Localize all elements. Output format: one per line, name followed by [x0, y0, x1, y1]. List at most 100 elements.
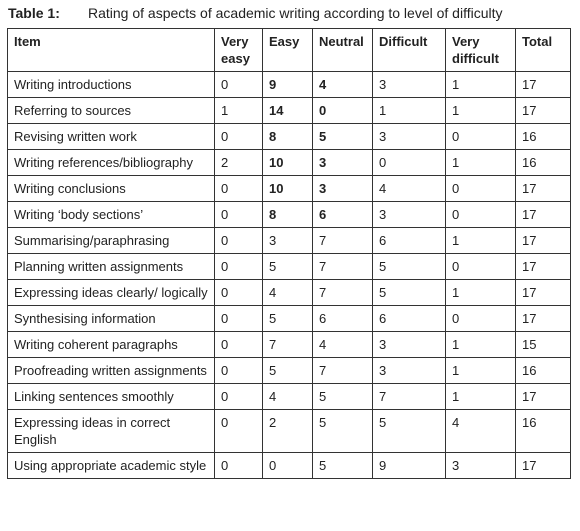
count-cell: 0 [214, 357, 263, 384]
count-cell: 6 [312, 201, 373, 228]
count-cell: 0 [214, 279, 263, 306]
count-cell: 4 [372, 175, 446, 202]
count-cell: 7 [262, 331, 313, 358]
count-cell: 3 [372, 123, 446, 150]
count-cell: 3 [372, 71, 446, 98]
table-row: Proofreading written assignments 0 5 7 3 1 16 [7, 357, 571, 384]
count-cell: 5 [312, 409, 373, 453]
count-cell: 5 [372, 253, 446, 280]
count-cell: 17 [515, 201, 571, 228]
count-cell: 0 [445, 175, 516, 202]
count-cell: 3 [445, 452, 516, 479]
count-cell: 17 [515, 253, 571, 280]
item-cell: Writing conclusions [7, 175, 215, 202]
count-cell: 1 [214, 97, 263, 124]
header-cell: Easy [262, 28, 313, 72]
count-cell: 17 [515, 305, 571, 332]
count-cell: 5 [262, 305, 313, 332]
count-cell: 0 [214, 123, 263, 150]
item-cell: Writing introductions [7, 71, 215, 98]
count-cell: 15 [515, 331, 571, 358]
count-cell: 0 [445, 253, 516, 280]
item-cell: Expressing ideas in correct English [7, 409, 215, 453]
count-cell: 5 [312, 383, 373, 410]
count-cell: 17 [515, 97, 571, 124]
item-cell: Writing ‘body sections’ [7, 201, 215, 228]
count-cell: 0 [372, 149, 446, 176]
count-cell: 1 [445, 97, 516, 124]
count-cell: 3 [372, 201, 446, 228]
item-cell: Expressing ideas clearly/ logically [7, 279, 215, 306]
item-cell: Referring to sources [7, 97, 215, 124]
count-cell: 7 [312, 253, 373, 280]
count-cell: 17 [515, 279, 571, 306]
count-cell: 16 [515, 357, 571, 384]
count-cell: 0 [214, 452, 263, 479]
caption-text: Rating of aspects of academic writing ac… [88, 5, 503, 21]
count-cell: 0 [262, 452, 313, 479]
count-cell: 1 [445, 279, 516, 306]
count-cell: 10 [262, 149, 313, 176]
count-cell: 0 [214, 383, 263, 410]
table-row: Revising written work 0 8 5 3 0 16 [7, 123, 571, 150]
table-row: Linking sentences smoothly 0 4 5 7 1 17 [7, 383, 571, 410]
table-row: Planning written assignments 0 5 7 5 0 17 [7, 253, 571, 280]
count-cell: 5 [262, 357, 313, 384]
count-cell: 17 [515, 383, 571, 410]
header-cell: Difficult [372, 28, 446, 72]
table-row: Writing references/bibliography 2 10 3 0 1 16 [7, 149, 571, 176]
table-row: Synthesising information 0 5 6 6 0 17 [7, 305, 571, 332]
item-cell: Writing coherent paragraphs [7, 331, 215, 358]
count-cell: 16 [515, 409, 571, 453]
count-cell: 6 [312, 305, 373, 332]
table-row: Writing ‘body sections’ 0 8 6 3 0 17 [7, 201, 571, 228]
header-row: Item Very easy Easy Neutral Difficult Very di… [7, 28, 571, 72]
table-body: Writing introductions 0 9 4 3 1 17 Referring to… [7, 71, 571, 479]
item-cell: Proofreading written assignments [7, 357, 215, 384]
count-cell: 0 [214, 331, 263, 358]
count-cell: 5 [372, 409, 446, 453]
caption-label: Table 1: [8, 5, 60, 21]
count-cell: 5 [262, 253, 313, 280]
count-cell: 1 [372, 97, 446, 124]
table-row: Writing coherent paragraphs 0 7 4 3 1 15 [7, 331, 571, 358]
count-cell: 3 [262, 227, 313, 254]
table-row: Expressing ideas in correct English 0 2 5 5 4… [7, 409, 571, 453]
count-cell: 3 [312, 175, 373, 202]
count-cell: 4 [262, 383, 313, 410]
table-row: Referring to sources 1 14 0 1 1 17 [7, 97, 571, 124]
count-cell: 16 [515, 123, 571, 150]
count-cell: 1 [445, 71, 516, 98]
count-cell: 10 [262, 175, 313, 202]
count-cell: 4 [312, 71, 373, 98]
count-cell: 17 [515, 71, 571, 98]
count-cell: 9 [262, 71, 313, 98]
count-cell: 1 [445, 331, 516, 358]
count-cell: 6 [372, 305, 446, 332]
table-row: Summarising/paraphrasing 0 3 7 6 1 17 [7, 227, 571, 254]
caption: Table 1: Rating of aspects of academic wr… [8, 5, 503, 21]
count-cell: 17 [515, 175, 571, 202]
count-cell: 5 [312, 452, 373, 479]
count-cell: 4 [312, 331, 373, 358]
count-cell: 16 [515, 149, 571, 176]
count-cell: 7 [372, 383, 446, 410]
item-cell: Writing references/bibliography [7, 149, 215, 176]
count-cell: 8 [262, 201, 313, 228]
table-row: Writing introductions 0 9 4 3 1 17 [7, 71, 571, 98]
count-cell: 0 [214, 253, 263, 280]
count-cell: 0 [214, 305, 263, 332]
count-cell: 4 [445, 409, 516, 453]
header-cell: Item [7, 28, 215, 72]
table-row: Using appropriate academic style 0 0 5 9 3 17 [7, 452, 571, 479]
table-row: Expressing ideas clearly/ logically 0 4 7 5 1… [7, 279, 571, 306]
count-cell: 0 [214, 409, 263, 453]
count-cell: 1 [445, 227, 516, 254]
count-cell: 3 [312, 149, 373, 176]
count-cell: 2 [262, 409, 313, 453]
header-cell: Total [515, 28, 571, 72]
count-cell: 4 [262, 279, 313, 306]
header-cell: Very difficult [445, 28, 516, 72]
table: Item Very easy Easy Neutral Difficult Very di… [7, 28, 571, 479]
